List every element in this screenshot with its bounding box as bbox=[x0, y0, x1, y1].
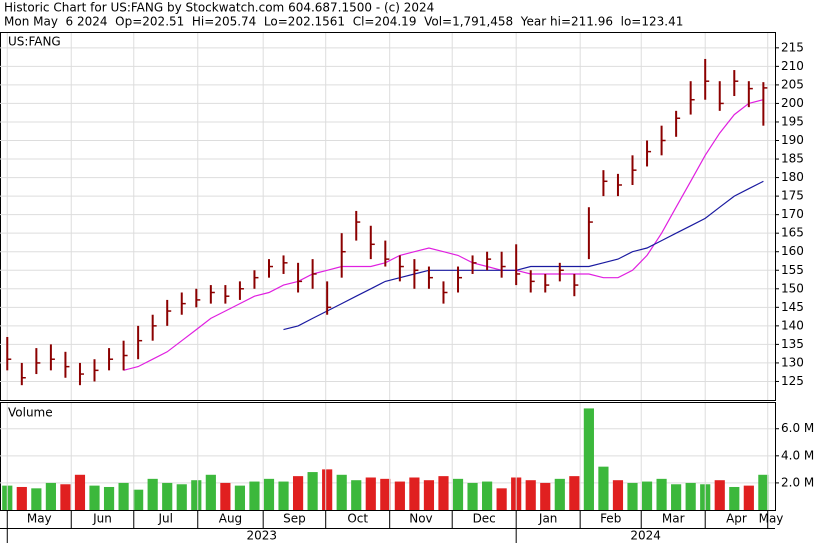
volume-bar bbox=[74, 474, 86, 510]
header-line: Historic Chart for US:FANG by Stockwatch… bbox=[4, 1, 434, 15]
volume-bar bbox=[482, 481, 493, 510]
y-tick-label: 195 bbox=[781, 114, 804, 128]
volume-bar bbox=[743, 485, 754, 510]
price-panel bbox=[0, 32, 776, 401]
y-tick-label: 165 bbox=[781, 226, 804, 240]
volume-bar bbox=[249, 481, 260, 510]
y-tick-label: 135 bbox=[781, 337, 804, 351]
volume-label: Volume bbox=[8, 406, 53, 420]
volume-bar bbox=[205, 474, 216, 510]
y-tick-label: 210 bbox=[781, 59, 804, 73]
volume-bar bbox=[714, 480, 725, 510]
y-tick-label: 4.0 M bbox=[781, 448, 814, 462]
volume-bar bbox=[641, 481, 653, 510]
x-tick-label: Mar bbox=[662, 512, 685, 526]
x-tick-label: Dec bbox=[473, 512, 496, 526]
y-tick-label: 180 bbox=[781, 170, 804, 184]
volume-bar bbox=[60, 484, 71, 510]
volume-bar bbox=[191, 480, 202, 510]
volume-bar bbox=[220, 482, 231, 510]
x-tick-label: Jun bbox=[92, 512, 112, 526]
volume-panel bbox=[0, 402, 776, 511]
volume-bar bbox=[278, 481, 289, 510]
symbol-label: US:FANG bbox=[8, 35, 61, 49]
y-tick-label: 125 bbox=[781, 374, 804, 388]
volume-bar bbox=[16, 486, 27, 510]
volume-bar bbox=[380, 478, 391, 510]
volume-bar bbox=[598, 466, 609, 510]
volume-bar bbox=[292, 476, 304, 510]
volume-bar bbox=[147, 478, 158, 510]
x-tick-label: Jan bbox=[538, 512, 558, 526]
year-label: 2024 bbox=[630, 529, 661, 543]
volume-bar bbox=[176, 484, 187, 510]
x-tick-label: May bbox=[27, 512, 52, 526]
volume-bar bbox=[336, 474, 347, 510]
volume-bar bbox=[162, 482, 173, 510]
volume-bar bbox=[627, 482, 638, 510]
volume-bar bbox=[423, 480, 435, 510]
y-tick-label: 175 bbox=[781, 189, 804, 203]
y-tick-label: 140 bbox=[781, 318, 804, 332]
x-tick-label: May bbox=[759, 512, 784, 526]
y-tick-label: 6.0 M bbox=[781, 421, 814, 435]
y-tick-label: 150 bbox=[781, 281, 804, 295]
volume-bar bbox=[758, 474, 769, 510]
volume-bar bbox=[31, 488, 42, 510]
volume-bar bbox=[656, 478, 667, 510]
y-tick-label: 2.0 M bbox=[781, 475, 814, 489]
volume-bar bbox=[89, 485, 100, 510]
volume-bar bbox=[103, 486, 115, 510]
moving-average bbox=[123, 99, 764, 371]
volume-bar bbox=[365, 477, 376, 510]
y-tick-label: 190 bbox=[781, 133, 804, 147]
volume-bar bbox=[307, 472, 318, 510]
y-tick-label: 185 bbox=[781, 152, 804, 166]
y-tick-label: 130 bbox=[781, 355, 804, 369]
volume-bar bbox=[729, 486, 740, 510]
x-tick-label: Jul bbox=[158, 512, 173, 526]
y-tick-label: 155 bbox=[781, 263, 804, 277]
volume-bar bbox=[118, 482, 129, 510]
x-tick-label: Sep bbox=[283, 512, 306, 526]
volume-bar bbox=[569, 476, 580, 510]
y-tick-label: 205 bbox=[781, 77, 804, 91]
volume-bar bbox=[234, 485, 246, 510]
y-tick-label: 170 bbox=[781, 207, 804, 221]
volume-bar bbox=[612, 480, 624, 510]
y-tick-label: 215 bbox=[781, 40, 804, 54]
volume-bar bbox=[351, 480, 362, 510]
volume-bar bbox=[452, 478, 464, 510]
moving-average bbox=[283, 180, 764, 331]
x-tick-label: Nov bbox=[409, 512, 432, 526]
volume-bar bbox=[394, 481, 405, 510]
header-line: Mon May 6 2024 Op=202.51 Hi=205.74 Lo=20… bbox=[4, 15, 683, 29]
y-tick-label: 160 bbox=[781, 244, 804, 258]
volume-bar bbox=[263, 478, 275, 510]
volume-bar bbox=[496, 488, 507, 510]
volume-bar bbox=[45, 482, 56, 510]
volume-bar bbox=[671, 484, 682, 510]
volume-bar bbox=[438, 476, 449, 510]
x-tick-label: Feb bbox=[600, 512, 621, 526]
volume-bar bbox=[467, 482, 478, 510]
volume-bar bbox=[133, 489, 144, 510]
volume-bar bbox=[322, 469, 333, 510]
volume-bar bbox=[554, 478, 565, 510]
y-tick-label: 145 bbox=[781, 300, 804, 314]
volume-bar bbox=[525, 480, 536, 510]
volume-bar bbox=[409, 477, 420, 510]
x-tick-label: Aug bbox=[219, 512, 242, 526]
volume-bar bbox=[540, 482, 551, 510]
volume-bar bbox=[685, 482, 696, 510]
x-tick-label: Oct bbox=[347, 512, 368, 526]
y-tick-label: 200 bbox=[781, 96, 804, 110]
volume-bar bbox=[583, 408, 594, 510]
x-tick-label: Apr bbox=[726, 512, 747, 526]
year-label: 2023 bbox=[246, 529, 277, 543]
